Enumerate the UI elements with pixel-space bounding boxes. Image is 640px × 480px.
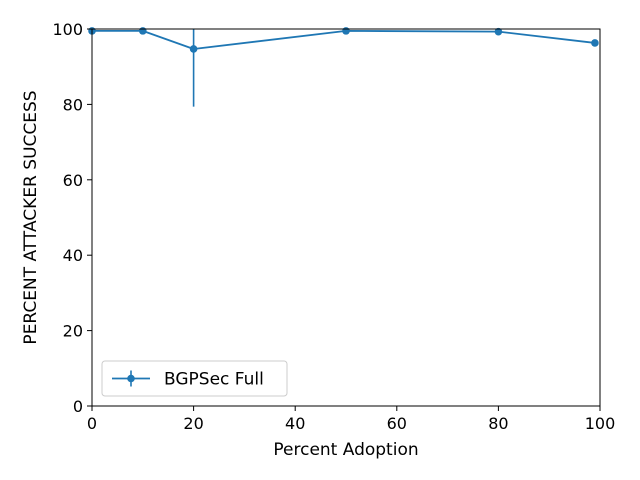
data-point xyxy=(139,27,147,35)
series-line xyxy=(92,29,596,50)
data-point xyxy=(591,39,599,47)
y-tick-label: 60 xyxy=(63,171,83,190)
y-tick-label: 40 xyxy=(63,246,83,265)
x-tick-label: 80 xyxy=(488,414,508,433)
plot-area xyxy=(88,27,599,107)
legend-label: BGPSec Full xyxy=(164,370,264,390)
y-tick-label: 80 xyxy=(63,95,83,114)
y-axis-title: PERCENT ATTACKER SUCCESS xyxy=(21,90,41,344)
x-tick-label: 20 xyxy=(183,414,203,433)
legend-box xyxy=(101,360,288,397)
x-tick-label: 0 xyxy=(87,414,97,433)
legend-marker xyxy=(127,374,135,383)
axes: 0 20 40 60 80 100 0 20 40 60 80 100 xyxy=(52,20,615,433)
legend: BGPSec Full xyxy=(101,360,288,397)
plot-frame xyxy=(91,28,601,407)
x-tick-label: 60 xyxy=(387,414,407,433)
x-axis-title: Percent Adoption xyxy=(273,440,418,460)
x-tick-label: 40 xyxy=(285,414,305,433)
y-tick-label: 100 xyxy=(52,20,83,39)
y-tick-label: 20 xyxy=(63,322,83,341)
y-tick-label: 0 xyxy=(73,397,83,416)
data-point xyxy=(189,45,198,53)
data-layer xyxy=(92,29,596,107)
x-tick-label: 100 xyxy=(585,414,616,433)
data-point xyxy=(342,27,350,35)
data-point xyxy=(494,27,503,36)
